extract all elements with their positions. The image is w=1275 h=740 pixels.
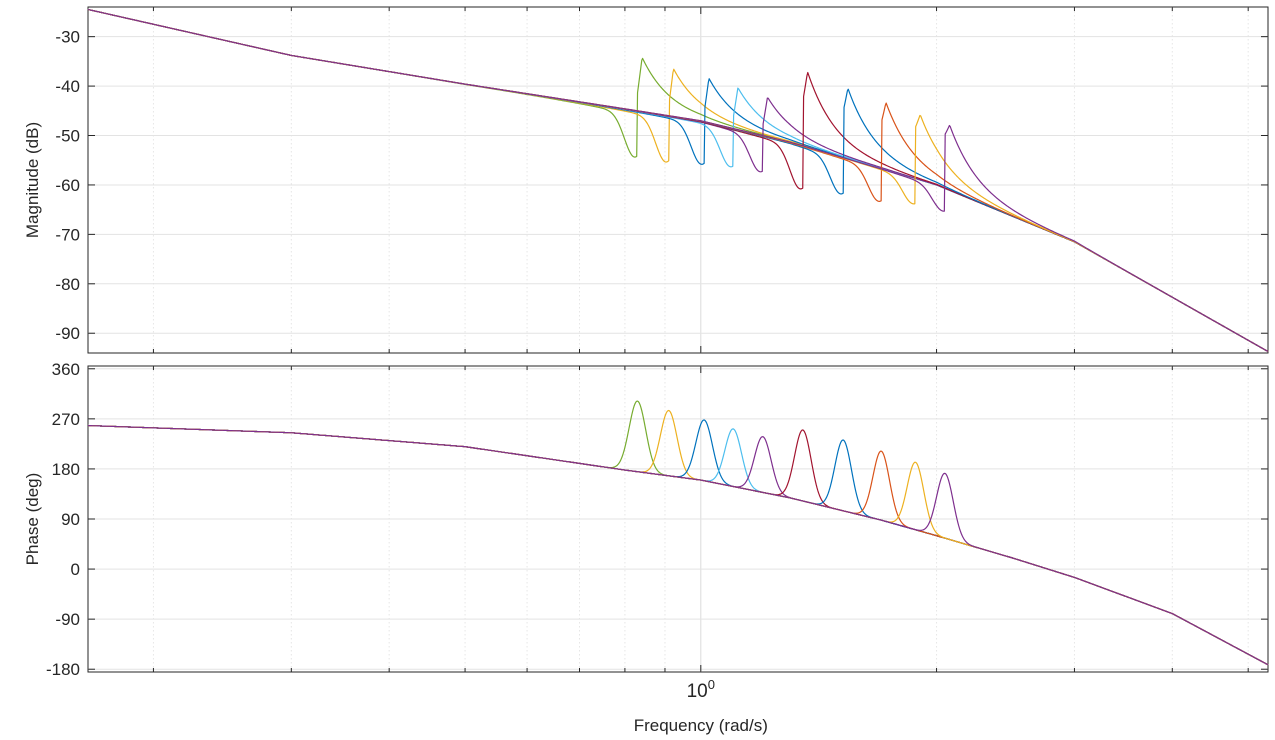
phase-y-ticks: -180 -90 0 90 180 270 360 — [46, 360, 1268, 679]
magnitude-series-line — [87, 8, 1269, 353]
y-tick-label: 90 — [61, 510, 80, 529]
x-tick-label-exponent: 0 — [708, 677, 715, 692]
magnitude-series-line — [87, 8, 1269, 353]
y-tick-label: -50 — [55, 127, 80, 146]
y-tick-label: 270 — [52, 410, 80, 429]
magnitude-series-line — [87, 8, 1269, 353]
phase-y-axis-label: Phase (deg) — [23, 473, 42, 566]
magnitude-series-line — [87, 8, 1269, 353]
phase-series-line — [87, 424, 1269, 666]
magnitude-series-line — [87, 8, 1269, 353]
phase-panel: -180 -90 0 90 180 270 360 Phase (deg) — [23, 360, 1269, 679]
phase-series-line — [87, 419, 1269, 666]
y-tick-label: -60 — [55, 176, 80, 195]
magnitude-axes-frame — [87, 6, 1269, 354]
x-axis-label: Frequency (rad/s) — [634, 716, 768, 735]
magnitude-series-line — [87, 8, 1269, 353]
phase-series-line — [87, 424, 1269, 666]
y-tick-label: -80 — [55, 275, 80, 294]
x-tick-label-decade: 100 — [687, 677, 715, 702]
y-tick-label: -180 — [46, 660, 80, 679]
magnitude-y-ticks: -90 -80 -70 -60 -50 -40 -30 — [55, 7, 1268, 353]
y-tick-label: 360 — [52, 360, 80, 379]
magnitude-series-line — [87, 8, 1269, 353]
y-tick-label: 180 — [52, 460, 80, 479]
phase-series-line — [87, 424, 1269, 666]
phase-series-line — [87, 424, 1269, 666]
frequency-axis: 100 Frequency (rad/s) — [634, 677, 768, 735]
y-tick-label: 0 — [71, 560, 80, 579]
phase-lines — [87, 400, 1269, 666]
phase-series-line — [87, 424, 1269, 666]
magnitude-series-line — [87, 8, 1269, 353]
magnitude-series-line — [87, 8, 1269, 353]
y-tick-label: -70 — [55, 225, 80, 244]
phase-series-line — [87, 409, 1269, 666]
x-tick-label-base: 10 — [687, 681, 708, 702]
phase-series-line — [87, 424, 1269, 666]
magnitude-lines — [87, 8, 1269, 353]
y-tick-label: -90 — [55, 610, 80, 629]
y-tick-label: -30 — [55, 28, 80, 47]
magnitude-series-line — [87, 8, 1269, 353]
magnitude-panel: -90 -80 -70 -60 -50 -40 -30 Magnitude (dB) — [23, 6, 1269, 354]
y-tick-label: -40 — [55, 77, 80, 96]
y-tick-label: -90 — [55, 324, 80, 343]
phase-grid — [88, 366, 1268, 672]
magnitude-grid — [88, 7, 1268, 353]
magnitude-y-axis-label: Magnitude (dB) — [23, 122, 42, 238]
phase-series-line — [87, 424, 1269, 666]
